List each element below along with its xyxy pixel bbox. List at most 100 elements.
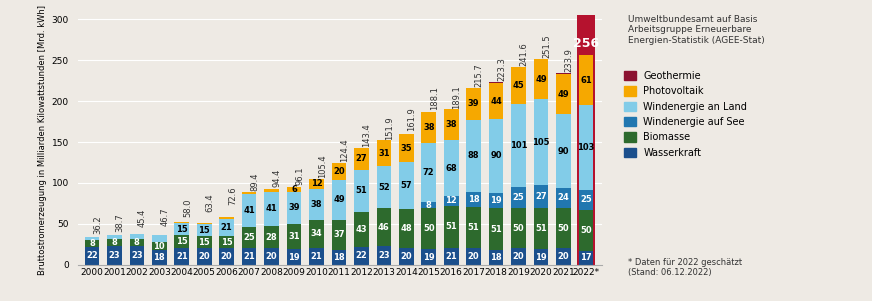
Bar: [85, 237, 99, 240]
Bar: [107, 235, 122, 240]
Bar: [534, 185, 548, 208]
Text: 8: 8: [426, 200, 432, 209]
Text: 38: 38: [446, 120, 457, 129]
Bar: [264, 249, 279, 265]
Bar: [421, 249, 436, 265]
Text: 25: 25: [513, 193, 524, 202]
Bar: [377, 208, 392, 246]
Text: 90: 90: [490, 151, 502, 160]
Text: 20: 20: [333, 167, 344, 176]
Text: 8: 8: [112, 238, 117, 247]
Bar: [444, 109, 459, 140]
Text: 10: 10: [153, 241, 165, 250]
Bar: [354, 148, 369, 170]
Bar: [489, 250, 503, 265]
Text: 51: 51: [490, 225, 502, 234]
Text: 12: 12: [310, 179, 323, 188]
Text: 15: 15: [176, 225, 187, 234]
Bar: [310, 248, 324, 265]
Text: Umweltbundesamt auf Basis
Arbeitsgruppe Erneuerbare
Energien-Statistik (AGEE-Sta: Umweltbundesamt auf Basis Arbeitsgruppe …: [628, 15, 765, 45]
Text: 22: 22: [356, 251, 367, 260]
Text: 25: 25: [243, 233, 255, 242]
Text: 50: 50: [423, 224, 434, 233]
Bar: [511, 67, 526, 104]
Bar: [287, 224, 302, 249]
Text: 39: 39: [468, 99, 480, 108]
Bar: [556, 74, 571, 114]
Bar: [310, 220, 324, 248]
Text: 49: 49: [558, 90, 569, 99]
Bar: [467, 88, 481, 120]
Bar: [264, 192, 279, 225]
Bar: [85, 247, 99, 265]
Text: 39: 39: [289, 203, 300, 213]
Bar: [534, 249, 548, 265]
Bar: [556, 249, 571, 265]
Text: 15: 15: [176, 237, 187, 246]
Bar: [242, 194, 256, 227]
Bar: [377, 246, 392, 265]
Text: 51: 51: [535, 224, 547, 233]
Text: 34: 34: [310, 229, 323, 238]
Text: 52: 52: [378, 183, 390, 191]
Text: 49: 49: [333, 195, 344, 204]
Text: 41: 41: [243, 206, 255, 215]
Text: 20: 20: [558, 252, 569, 261]
Text: 20: 20: [513, 252, 524, 261]
Bar: [511, 104, 526, 187]
Bar: [85, 240, 99, 247]
Text: 20: 20: [221, 252, 233, 261]
Text: 36.2: 36.2: [93, 216, 102, 234]
Text: 72: 72: [423, 168, 434, 177]
Bar: [579, 105, 593, 190]
Text: 23: 23: [378, 251, 390, 260]
Text: 15: 15: [198, 225, 210, 234]
Bar: [579, 190, 593, 210]
Bar: [331, 220, 346, 250]
Text: 96.1: 96.1: [295, 167, 304, 185]
Text: 103: 103: [577, 143, 595, 152]
Text: 31: 31: [378, 149, 390, 157]
Text: 58.0: 58.0: [183, 198, 192, 216]
Bar: [174, 223, 189, 235]
Bar: [242, 248, 256, 265]
Bar: [444, 140, 459, 196]
Text: 20: 20: [400, 252, 412, 261]
Bar: [130, 246, 144, 265]
Text: 20: 20: [468, 252, 480, 261]
Bar: [534, 59, 548, 99]
Text: 8: 8: [134, 238, 140, 247]
Text: 18: 18: [333, 253, 344, 262]
Legend: Geothermie, Photovoltaik, Windenergie an Land, Windenergie auf See, Biomasse, Wa: Geothermie, Photovoltaik, Windenergie an…: [624, 71, 747, 158]
Text: 22: 22: [86, 251, 98, 260]
Text: 45.4: 45.4: [138, 209, 147, 227]
Text: 18: 18: [490, 253, 502, 262]
Bar: [534, 99, 548, 185]
Bar: [511, 249, 526, 265]
Bar: [130, 234, 144, 240]
Text: 35: 35: [400, 144, 412, 153]
Text: 15: 15: [221, 238, 233, 247]
Bar: [377, 166, 392, 208]
Bar: [556, 208, 571, 249]
Text: 256: 256: [573, 37, 599, 50]
Bar: [242, 227, 256, 248]
Bar: [354, 212, 369, 247]
Bar: [421, 112, 436, 143]
Bar: [354, 247, 369, 265]
Bar: [174, 235, 189, 248]
Text: 68: 68: [446, 164, 457, 173]
Text: 21: 21: [176, 252, 187, 261]
Bar: [421, 208, 436, 249]
Text: 6: 6: [291, 185, 297, 194]
Bar: [467, 120, 481, 192]
Bar: [174, 222, 189, 223]
Text: 63.4: 63.4: [205, 194, 215, 212]
Text: 215.7: 215.7: [475, 64, 484, 87]
Bar: [421, 143, 436, 202]
Text: 51: 51: [446, 222, 457, 231]
Text: 23: 23: [131, 251, 143, 260]
Text: 27: 27: [356, 154, 367, 163]
Text: 188.1: 188.1: [430, 86, 439, 110]
Text: 50: 50: [558, 224, 569, 232]
